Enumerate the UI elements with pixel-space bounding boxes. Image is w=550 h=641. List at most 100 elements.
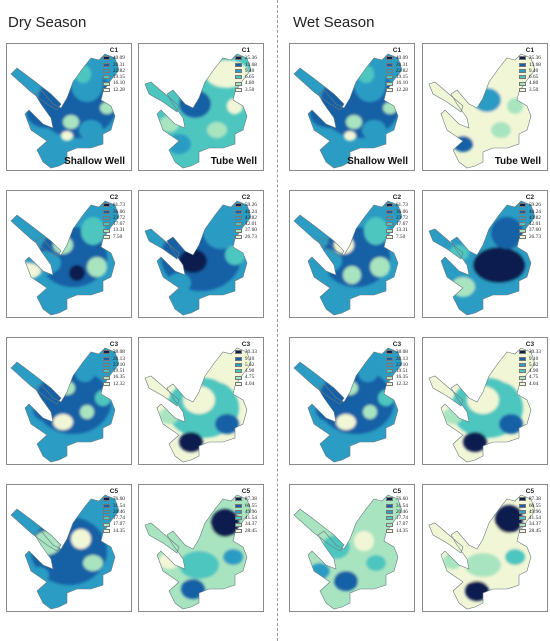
legend-swatch xyxy=(518,381,526,386)
legend-row: 37.60 xyxy=(234,227,257,233)
shallow-well-label: Shallow Well xyxy=(347,156,408,167)
legend-row: 25.36 xyxy=(518,55,541,61)
legend-value: 60.55 xyxy=(244,502,257,509)
legend-row: 4.75 xyxy=(234,374,257,380)
legend-swatch xyxy=(518,69,526,74)
map-boundary xyxy=(293,361,345,405)
legend-value: 13.68 xyxy=(244,61,257,68)
legend-row: 48.24 xyxy=(518,209,541,215)
legend-value: 5.62 xyxy=(528,361,539,368)
legend-value: 9.10 xyxy=(244,355,255,362)
map-zone xyxy=(69,265,85,281)
legend-value: 20.46 xyxy=(112,508,125,515)
map-zone xyxy=(364,217,388,245)
legend-row: 42.01 xyxy=(234,221,257,227)
legend-swatch xyxy=(102,228,110,233)
legend-value: 9.40 xyxy=(244,67,255,74)
legend-value: 4.80 xyxy=(244,80,255,87)
shallow-well-label: Shallow Well xyxy=(64,156,125,167)
legend-value: 37.60 xyxy=(528,227,541,234)
map-zone xyxy=(167,273,191,293)
legend-swatch xyxy=(385,356,393,361)
legend-swatch xyxy=(102,209,110,214)
legend-row: 34.37 xyxy=(518,521,541,527)
map-zone xyxy=(33,531,61,555)
legend-value: 4.90 xyxy=(244,368,255,375)
legend-swatch xyxy=(385,81,393,86)
legend-swatch xyxy=(234,528,242,533)
legend-value: 12.32 xyxy=(112,380,125,387)
map-zone xyxy=(29,567,49,583)
legend-value: 6.65 xyxy=(244,74,255,81)
legend-value: 25.36 xyxy=(244,55,257,62)
legend-value: 48.24 xyxy=(244,208,257,215)
map-zone xyxy=(363,405,377,419)
map-zone xyxy=(467,386,499,414)
legend-swatch xyxy=(102,234,110,239)
legend-title: C2 xyxy=(109,194,119,201)
legend-row: 4.90 xyxy=(518,368,541,374)
legend-swatch xyxy=(518,228,526,233)
map-zone xyxy=(223,549,243,565)
map-zone xyxy=(80,405,94,419)
legend-value: 41.54 xyxy=(528,515,541,522)
legend-row: 31.54 xyxy=(102,503,125,509)
legend-value: 20.46 xyxy=(395,508,408,515)
map-zone xyxy=(362,120,386,140)
legend-row: 59.26 xyxy=(234,202,257,208)
map-legend: C1 40.09 28.31 22.82 19.15 16.10 12.28 xyxy=(102,47,125,93)
map-zone xyxy=(342,381,358,395)
legend-swatch xyxy=(102,222,110,227)
legend-swatch xyxy=(234,203,242,208)
legend-swatch xyxy=(518,222,526,227)
map-zone xyxy=(465,553,501,577)
legend-row: 61.73 xyxy=(102,202,125,208)
legend-swatch xyxy=(102,363,110,368)
map-legend: C3 30.33 9.10 5.62 4.90 4.75 4.04 xyxy=(518,341,541,387)
choropleth-map xyxy=(144,53,252,169)
legend-swatch xyxy=(234,209,242,214)
legend-swatch xyxy=(234,56,242,61)
map-boundary xyxy=(440,347,536,463)
map-legend: C5 76.60 31.54 20.46 17.74 17.07 14.35 xyxy=(102,488,125,534)
map-zone xyxy=(465,581,489,601)
legend-row: 19.51 xyxy=(385,368,408,375)
map-boundary xyxy=(24,494,120,610)
legend-row: 17.07 xyxy=(385,521,408,527)
map-boundary xyxy=(440,494,536,610)
legend-row: 13.68 xyxy=(518,62,541,68)
legend-value: 13.31 xyxy=(112,227,125,234)
legend-swatch xyxy=(385,234,393,239)
legend-swatch xyxy=(385,350,393,355)
legend-swatch xyxy=(102,69,110,74)
legend-row: 23.72 xyxy=(102,215,125,221)
map-zone xyxy=(495,505,523,533)
legend-row: 26.73 xyxy=(518,234,541,240)
legend-row: 7.50 xyxy=(102,233,125,240)
legend-swatch xyxy=(518,56,526,61)
legend-value: 38.08 xyxy=(395,349,408,356)
legend-row: 22.82 xyxy=(385,68,408,74)
legend-swatch xyxy=(102,369,110,374)
legend-swatch xyxy=(102,75,110,80)
map-boundary xyxy=(307,53,403,169)
legend-value: 19.51 xyxy=(395,368,408,375)
legend-swatch xyxy=(385,69,393,74)
legend-swatch xyxy=(518,516,526,521)
legend-value: 19.15 xyxy=(395,74,408,81)
dry-shallow-c1-map: C1 40.09 28.31 22.82 19.15 16.10 12.28 Shallow … xyxy=(6,43,132,171)
legend-row: 31.54 xyxy=(385,503,408,509)
map-legend: C3 30.33 9.10 5.62 4.90 4.75 4.04 xyxy=(234,341,257,387)
legend-value: 7.50 xyxy=(112,233,123,240)
legend-title: C1 xyxy=(525,47,535,54)
legend-value: 28.13 xyxy=(112,355,125,362)
legend-swatch xyxy=(102,375,110,380)
legend-title: C3 xyxy=(392,341,402,348)
legend-value: 28.31 xyxy=(395,61,408,68)
legend-row: 43.82 xyxy=(234,215,257,221)
legend-row: 14.35 xyxy=(102,528,125,534)
legend-swatch xyxy=(385,87,393,92)
choropleth-map xyxy=(293,200,403,316)
map-zone xyxy=(63,115,79,129)
map-zone xyxy=(13,263,41,279)
